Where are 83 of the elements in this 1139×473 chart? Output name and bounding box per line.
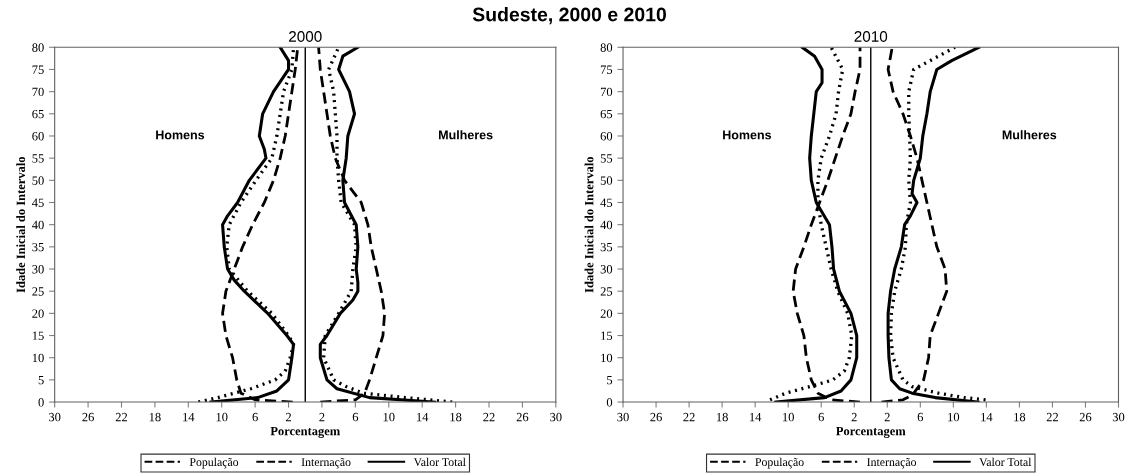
y-tick-label: 50 bbox=[32, 176, 44, 185]
x-tick-label: 14 bbox=[750, 412, 762, 422]
x-tick-label: 2 bbox=[319, 412, 325, 422]
y-tick-label: 55 bbox=[32, 154, 44, 163]
x-tick-label: 30 bbox=[1112, 412, 1125, 422]
y-tick-label: 50 bbox=[600, 176, 613, 185]
x-tick-label: 30 bbox=[550, 412, 562, 422]
y-tick-label: 5 bbox=[607, 376, 613, 385]
x-tick-label: 18 bbox=[716, 412, 728, 422]
y-tick-label: 35 bbox=[32, 242, 44, 252]
x-tick-label: 6 bbox=[352, 412, 359, 422]
chart-title: 2000 bbox=[289, 31, 322, 42]
y-tick-label: 70 bbox=[32, 87, 44, 97]
x-tick-label: 2 bbox=[285, 412, 291, 422]
x-tick-label: 22 bbox=[683, 412, 695, 422]
y-tick-label: 20 bbox=[600, 309, 613, 318]
y-tick-label: 75 bbox=[32, 65, 44, 74]
y-axis-title: Idade Inicial do Intervalo bbox=[16, 156, 26, 293]
x-tick-label: 26 bbox=[1079, 412, 1092, 422]
x-tick-label: 18 bbox=[450, 412, 462, 422]
x-axis-title: Porcentagem bbox=[836, 426, 906, 438]
chart-title: 2010 bbox=[854, 31, 888, 42]
x-tick-label: 6 bbox=[917, 412, 924, 422]
annotation: Homens bbox=[156, 130, 205, 140]
y-tick-label: 30 bbox=[600, 265, 613, 274]
annotation: Homens bbox=[723, 130, 772, 140]
x-tick-label: 10 bbox=[383, 412, 395, 422]
x-tick-label: 30 bbox=[617, 412, 629, 422]
y-tick-label: 15 bbox=[601, 331, 613, 340]
x-tick-label: 14 bbox=[981, 412, 993, 422]
y-tick-label: 20 bbox=[32, 309, 44, 318]
chart-subtitle: Sudeste, 2000 e 2010 bbox=[472, 7, 666, 25]
legend-label: Internação bbox=[867, 457, 917, 469]
y-tick-label: 25 bbox=[600, 287, 613, 296]
y-tick-label: 5 bbox=[38, 376, 44, 385]
x-tick-label: 10 bbox=[948, 412, 960, 422]
legend-label: População bbox=[189, 457, 239, 469]
y-tick-label: 80 bbox=[32, 43, 44, 52]
y-tick-label: 45 bbox=[32, 198, 44, 207]
x-tick-label: 10 bbox=[783, 412, 794, 422]
annotation: Mulheres bbox=[439, 130, 493, 140]
y-tick-label: 0 bbox=[38, 398, 44, 407]
x-tick-label: 22 bbox=[1046, 412, 1058, 422]
y-tick-label: 80 bbox=[600, 43, 613, 52]
y-tick-label: 65 bbox=[32, 109, 44, 119]
y-tick-label: 55 bbox=[600, 154, 613, 163]
x-tick-label: 26 bbox=[516, 412, 529, 422]
y-tick-label: 10 bbox=[32, 353, 44, 363]
x-tick-label: 18 bbox=[1014, 412, 1026, 422]
x-axis-title: Porcentagem bbox=[270, 426, 340, 438]
x-tick-label: 26 bbox=[650, 412, 662, 422]
x-tick-label: 22 bbox=[115, 412, 128, 422]
x-tick-label: 26 bbox=[82, 412, 94, 422]
y-tick-label: 60 bbox=[32, 132, 44, 141]
y-tick-label: 15 bbox=[32, 331, 44, 340]
x-tick-label: 6 bbox=[252, 412, 258, 422]
x-tick-label: 2 bbox=[851, 412, 857, 422]
x-tick-label: 2 bbox=[884, 412, 890, 422]
y-tick-label: 70 bbox=[600, 87, 613, 97]
annotation: Mulheres bbox=[1002, 130, 1057, 140]
legend-label: Valor Total bbox=[413, 457, 466, 467]
x-tick-label: 22 bbox=[483, 412, 495, 422]
x-tick-label: 30 bbox=[49, 412, 61, 422]
legend-label: População bbox=[755, 457, 804, 469]
x-tick-label: 14 bbox=[417, 412, 429, 422]
y-tick-label: 10 bbox=[601, 353, 613, 363]
y-tick-label: 45 bbox=[600, 198, 613, 207]
legend-label: Internação bbox=[301, 457, 351, 469]
x-tick-label: 18 bbox=[149, 412, 161, 422]
x-tick-label: 14 bbox=[183, 412, 195, 422]
y-tick-label: 75 bbox=[600, 65, 613, 74]
y-tick-label: 30 bbox=[32, 265, 44, 274]
y-tick-label: 40 bbox=[32, 220, 44, 230]
y-tick-label: 40 bbox=[600, 220, 613, 230]
y-tick-label: 65 bbox=[600, 109, 613, 119]
y-tick-label: 25 bbox=[32, 287, 44, 296]
x-tick-label: 10 bbox=[216, 412, 228, 422]
y-tick-label: 60 bbox=[600, 132, 613, 141]
legend-label: Valor Total bbox=[979, 457, 1032, 467]
y-tick-label: 35 bbox=[600, 242, 613, 252]
y-axis-title: Idade Inicial do Intervalo bbox=[584, 156, 594, 293]
x-tick-label: 6 bbox=[818, 412, 824, 422]
y-tick-label: 0 bbox=[606, 398, 613, 407]
